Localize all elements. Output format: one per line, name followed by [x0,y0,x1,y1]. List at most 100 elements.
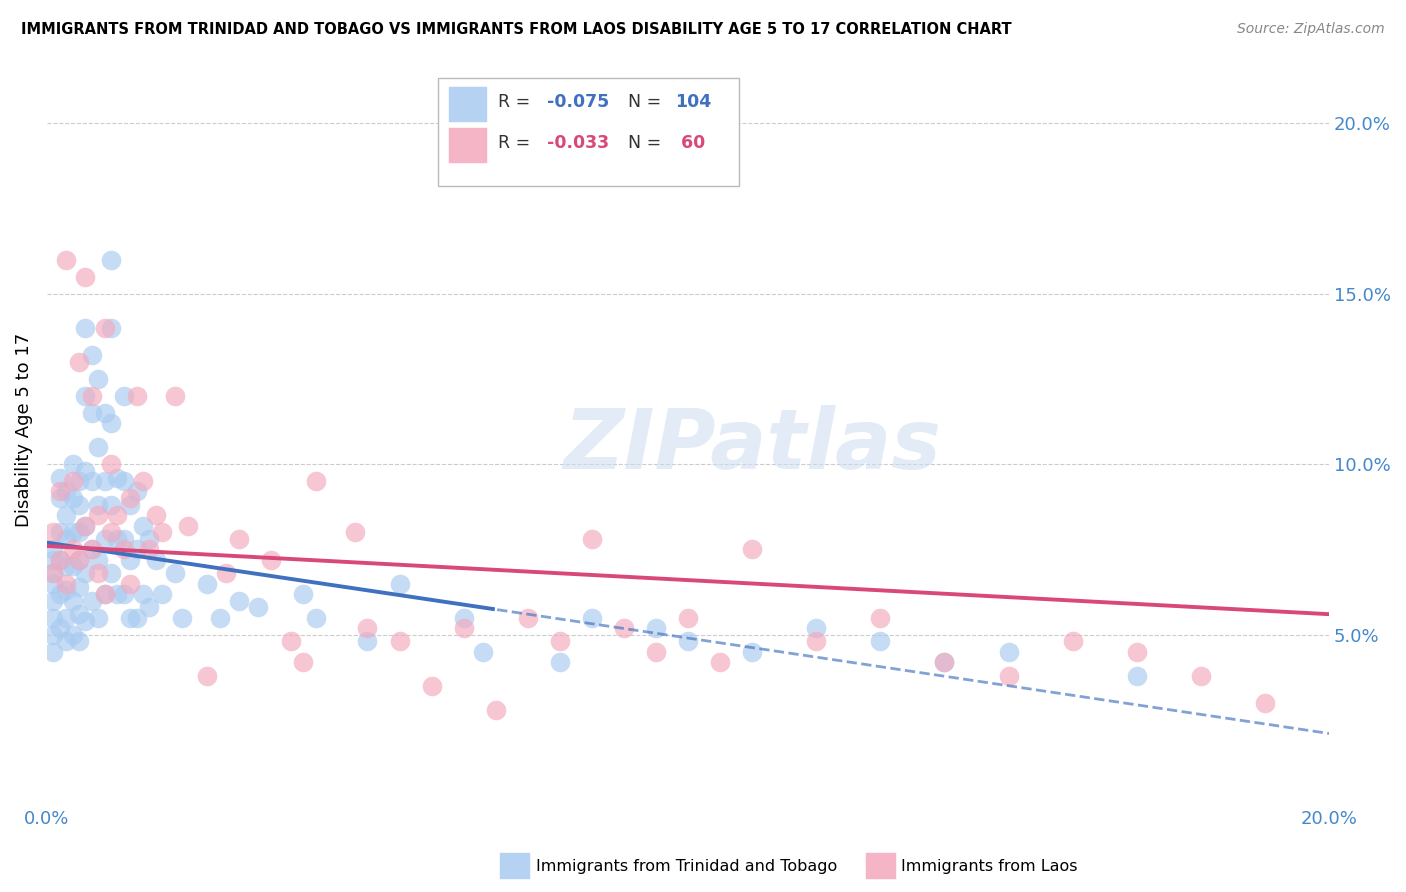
Point [100,566,122,581]
Point [42,542,65,557]
Point [453,621,475,635]
Point [42,627,65,641]
Point [145,552,167,566]
Point [120,498,142,512]
Text: Immigrants from Laos: Immigrants from Laos [901,859,1078,873]
Point [93,406,115,420]
Point [228,532,250,546]
Point [132,587,155,601]
Point [741,645,763,659]
Point [67,525,90,540]
Point [48,587,70,601]
Point [165,566,187,581]
Point [356,621,378,635]
Point [138,542,160,557]
Point [67,607,90,622]
Text: R =: R = [498,134,536,153]
Point [195,576,218,591]
Point [93,587,115,601]
Point [107,587,129,601]
Point [48,621,70,635]
Point [93,475,115,489]
Text: N =: N = [627,134,666,153]
Point [80,475,103,489]
Point [869,634,891,648]
Point [581,532,603,546]
Point [87,508,110,523]
Point [215,566,238,581]
Point [87,440,110,454]
Point [120,610,142,624]
Point [100,252,122,267]
Point [260,552,283,566]
Point [112,542,135,557]
Point [150,587,173,601]
Text: 104: 104 [675,93,711,111]
Point [48,471,70,485]
Point [247,600,270,615]
Point [42,566,65,581]
Point [107,532,129,546]
Point [112,389,135,403]
Point [42,525,65,540]
Point [1126,668,1149,682]
Point [80,593,103,607]
Point [80,542,103,557]
Point [93,321,115,335]
Point [548,634,571,648]
Point [132,518,155,533]
Point [613,621,636,635]
Point [934,655,956,669]
Point [1062,634,1084,648]
Point [305,475,328,489]
Point [125,610,148,624]
Point [87,610,110,624]
Point [195,668,218,682]
Point [485,703,508,717]
Point [55,484,77,499]
Point [80,406,103,420]
Point [75,321,97,335]
Point [42,593,65,607]
Point [165,389,187,403]
Point [107,508,129,523]
Point [676,634,699,648]
Point [645,621,668,635]
Point [67,475,90,489]
Point [100,457,122,471]
FancyBboxPatch shape [439,78,740,186]
Point [388,576,411,591]
Point [87,566,110,581]
Point [42,610,65,624]
Point [55,610,77,624]
Point [75,269,97,284]
FancyBboxPatch shape [449,127,486,163]
Point [80,389,103,403]
Text: 60: 60 [675,134,706,153]
Point [741,542,763,557]
Point [997,668,1019,682]
Point [170,610,193,624]
Point [177,518,200,533]
Point [676,610,699,624]
Point [62,491,84,506]
Point [80,348,103,362]
Y-axis label: Disability Age 5 to 17: Disability Age 5 to 17 [15,333,32,527]
Point [55,532,77,546]
Point [55,252,77,267]
Point [48,491,70,506]
Point [75,614,97,628]
Point [93,587,115,601]
Point [709,655,731,669]
Point [228,593,250,607]
Point [100,321,122,335]
Text: ZIPatlas: ZIPatlas [564,405,941,485]
Point [132,475,155,489]
Point [55,576,77,591]
Point [48,552,70,566]
Text: IMMIGRANTS FROM TRINIDAD AND TOBAGO VS IMMIGRANTS FROM LAOS DISABILITY AGE 5 TO : IMMIGRANTS FROM TRINIDAD AND TOBAGO VS I… [21,22,1012,37]
FancyBboxPatch shape [449,86,486,121]
Text: N =: N = [627,93,666,111]
Point [292,655,315,669]
Point [112,532,135,546]
